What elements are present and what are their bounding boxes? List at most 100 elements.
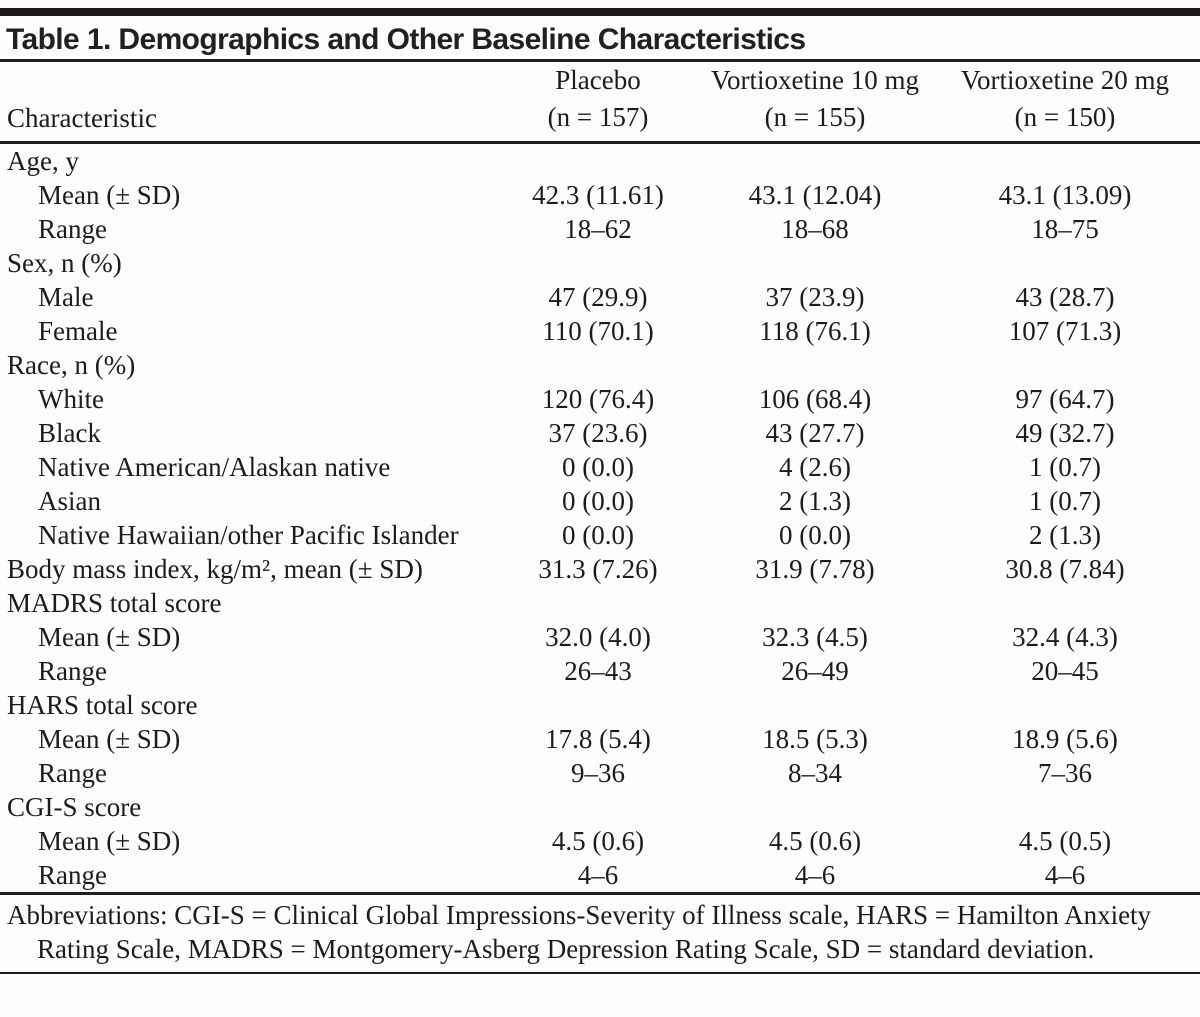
- row-label: Mean (± SD): [38, 622, 181, 652]
- row-label: Male: [38, 282, 94, 312]
- cell-value: 32.3 (4.5): [762, 622, 868, 652]
- group-name: Vortioxetine 10 mg: [711, 65, 919, 95]
- cell-value: 43.1 (13.09): [998, 180, 1132, 210]
- header-row: Characteristic Placebo (n = 157) Vortiox…: [0, 62, 1200, 144]
- table-row: Black 37 (23.6) 43 (27.7) 49 (32.7): [0, 416, 1200, 450]
- cell-value: 4.5 (0.6): [551, 826, 645, 856]
- cell-value: 18.9 (5.6): [1012, 724, 1118, 754]
- cell-value: [496, 688, 700, 722]
- cell-value: 118 (76.1): [759, 316, 871, 346]
- footer-rule: [0, 892, 1200, 895]
- table-row: Mean (± SD) 17.8 (5.4) 18.5 (5.3) 18.9 (5.6…: [0, 722, 1200, 756]
- cell-value: 20–45: [1031, 656, 1099, 686]
- row-label: Range: [38, 214, 107, 244]
- title-rule: [0, 59, 1200, 62]
- table-row: Asian 0 (0.0) 2 (1.3) 1 (0.7): [0, 484, 1200, 518]
- cell-value: 42.3 (11.61): [532, 180, 664, 210]
- cell-value: 32.4 (4.3): [1012, 622, 1118, 652]
- cell-value: [930, 688, 1200, 722]
- cell-value: 43.1 (12.04): [748, 180, 882, 210]
- row-label: Range: [38, 656, 107, 686]
- row-label: Body mass index, kg/m², mean (± SD): [7, 554, 423, 584]
- cell-value: 1 (0.7): [1029, 486, 1101, 516]
- cell-value: 31.3 (7.26): [538, 554, 658, 584]
- cell-value: [930, 246, 1200, 280]
- table-row: Range 4–6 4–6 4–6: [0, 858, 1200, 892]
- cell-value: 18.5 (5.3): [762, 724, 868, 754]
- row-label: Mean (± SD): [38, 826, 181, 856]
- table-section-row: Age, y: [0, 143, 1200, 179]
- demographics-table: Characteristic Placebo (n = 157) Vortiox…: [0, 62, 1200, 892]
- row-label: Female: [38, 316, 118, 346]
- row-label: Asian: [38, 486, 101, 516]
- table-row: Range 18–62 18–68 18–75: [0, 212, 1200, 246]
- cell-value: [700, 143, 930, 179]
- row-label: Sex, n (%): [7, 248, 122, 278]
- cell-value: 43 (27.7): [765, 418, 865, 448]
- cell-value: 17.8 (5.4): [545, 724, 651, 754]
- table-section-row: Race, n (%): [0, 348, 1200, 382]
- cell-value: 4–6: [577, 860, 619, 890]
- table-row: Range 26–43 26–49 20–45: [0, 654, 1200, 688]
- cell-value: [700, 586, 930, 620]
- table-section-row: CGI-S score: [0, 790, 1200, 824]
- cell-value: 32.0 (4.0): [545, 622, 651, 652]
- cell-value: [930, 586, 1200, 620]
- row-label: Black: [38, 418, 101, 448]
- cell-value: [700, 688, 930, 722]
- table-row: Mean (± SD) 32.0 (4.0) 32.3 (4.5) 32.4 (4.3…: [0, 620, 1200, 654]
- table-row: Mean (± SD) 4.5 (0.6) 4.5 (0.6) 4.5 (0.5): [0, 824, 1200, 858]
- cell-value: [496, 143, 700, 179]
- row-label: White: [38, 384, 104, 414]
- cell-value: 0 (0.0): [562, 520, 634, 550]
- table-row: Native Hawaiian/other Pacific Islander 0 …: [0, 518, 1200, 552]
- table-row: Male 47 (29.9) 37 (23.9) 43 (28.7): [0, 280, 1200, 314]
- group-name: Placebo: [555, 65, 641, 95]
- cell-value: 4 (2.6): [779, 452, 851, 482]
- table-row: Female 110 (70.1) 118 (76.1) 107 (71.3): [0, 314, 1200, 348]
- cell-value: [930, 143, 1200, 179]
- cell-value: [496, 790, 700, 824]
- table-row: Native American/Alaskan native 0 (0.0) 4 (…: [0, 450, 1200, 484]
- cell-value: [496, 348, 700, 382]
- cell-value: 26–49: [781, 656, 849, 686]
- cell-value: 2 (1.3): [1029, 520, 1101, 550]
- cell-value: 4.5 (0.6): [768, 826, 862, 856]
- cell-value: 18–68: [781, 214, 849, 244]
- row-label: Mean (± SD): [38, 724, 181, 754]
- cell-value: 4–6: [1044, 860, 1086, 890]
- cell-value: 110 (70.1): [542, 316, 654, 346]
- cell-value: 1 (0.7): [1029, 452, 1101, 482]
- row-label: CGI-S score: [7, 792, 142, 822]
- row-label: Range: [38, 860, 107, 890]
- table-section-row: MADRS total score: [0, 586, 1200, 620]
- group-n: (n = 157): [547, 102, 649, 132]
- cell-value: 9–36: [571, 758, 625, 788]
- table-row: Body mass index, kg/m², mean (± SD) 31.3 …: [0, 552, 1200, 586]
- group-n: (n = 155): [764, 102, 866, 132]
- cell-value: 47 (29.9): [548, 282, 648, 312]
- cell-value: [700, 790, 930, 824]
- column-header-characteristic: Characteristic: [0, 62, 496, 144]
- row-label: MADRS total score: [7, 588, 222, 618]
- table-row: White 120 (76.4) 106 (68.4) 97 (64.7): [0, 382, 1200, 416]
- cell-value: [700, 348, 930, 382]
- cell-value: 26–43: [564, 656, 632, 686]
- cell-value: 0 (0.0): [779, 520, 851, 550]
- cell-value: 37 (23.9): [765, 282, 865, 312]
- row-label: Native American/Alaskan native: [38, 452, 391, 482]
- table-row: Mean (± SD) 42.3 (11.61) 43.1 (12.04) 43.1 …: [0, 178, 1200, 212]
- cell-value: 43 (28.7): [1015, 282, 1115, 312]
- table-row: Range 9–36 8–34 7–36: [0, 756, 1200, 790]
- cell-value: 4.5 (0.5): [1018, 826, 1112, 856]
- cell-value: 8–34: [788, 758, 842, 788]
- cell-value: [496, 586, 700, 620]
- cell-value: 37 (23.6): [548, 418, 648, 448]
- table-title: Table 1. Demographics and Other Baseline…: [6, 23, 806, 56]
- cell-value: 120 (76.4): [541, 384, 655, 414]
- row-label: Native Hawaiian/other Pacific Islander: [38, 520, 459, 550]
- cell-value: [700, 246, 930, 280]
- cell-value: 49 (32.7): [1015, 418, 1115, 448]
- table-body: Age, y Mean (± SD) 42.3 (11.61) 43.1 (12.04…: [0, 143, 1200, 893]
